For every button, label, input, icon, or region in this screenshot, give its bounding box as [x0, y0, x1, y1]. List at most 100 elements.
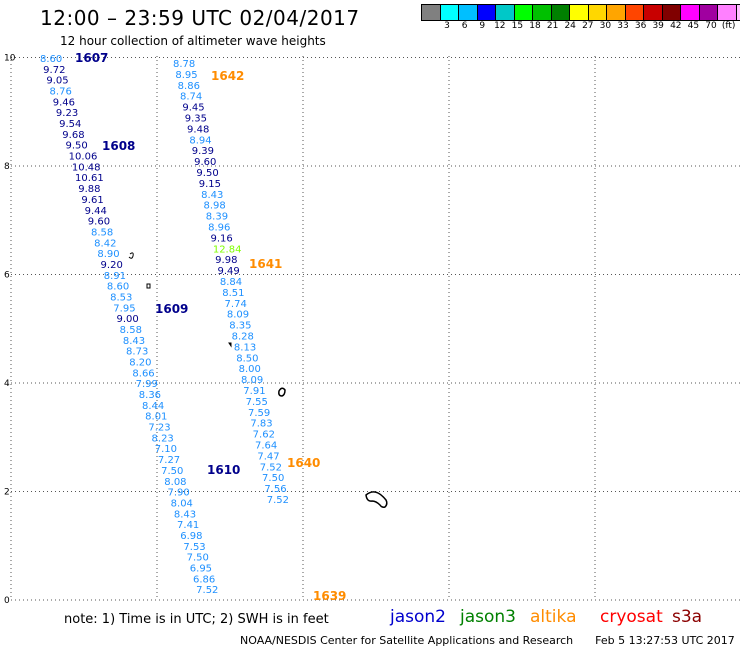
track-a-value: 8.08 [164, 477, 186, 488]
track-b-value: 8.50 [236, 353, 258, 364]
y-tick-label: 2 [4, 488, 10, 498]
scale-label: 6 [461, 21, 468, 31]
scale-swatch-6 [533, 4, 552, 21]
track-a-value: 7.23 [148, 423, 170, 434]
track-a-value: 9.46 [53, 97, 75, 108]
track-a-value: 9.61 [81, 195, 103, 206]
track-a-value: 8.90 [97, 249, 119, 260]
track-a-value: 7.95 [113, 303, 135, 314]
legend-jason2: jason2 [390, 607, 446, 627]
scale-label: 9 [479, 21, 486, 31]
track-a-value: 9.60 [88, 217, 110, 228]
track-b-value: 9.45 [182, 103, 204, 114]
track-b-value: 8.09 [227, 310, 249, 321]
track-a-value: 7.41 [177, 520, 199, 531]
scale-swatch-5 [514, 4, 533, 21]
track-label-1607: 1607 [75, 51, 108, 65]
legend-altika: altika [530, 607, 577, 627]
track-a-value: 8.91 [104, 271, 126, 282]
track-b-value: 9.15 [199, 179, 221, 190]
scale-swatch-10 [607, 4, 626, 21]
track-b-value: 8.84 [220, 277, 242, 288]
track-b-value: 8.98 [203, 201, 225, 212]
track-a-value: 6.95 [190, 563, 212, 574]
track-b-value: 7.59 [248, 408, 270, 419]
track-b-value: 7.62 [253, 430, 275, 441]
scale-swatch-17 [736, 4, 740, 21]
track-b-value: 9.98 [215, 255, 237, 266]
track-a-value: 9.05 [46, 76, 68, 87]
track-a-value: 7.53 [183, 542, 205, 553]
scale-label: 24 [564, 21, 576, 31]
track-b-value: 8.78 [173, 59, 195, 70]
track-a-value: 7.50 [161, 466, 183, 477]
track-b-value: 7.55 [246, 397, 268, 408]
track-label-1642: 1642 [211, 69, 244, 83]
track-a-value: 8.58 [91, 227, 113, 238]
page-subtitle: 12 hour collection of altimeter wave hei… [60, 34, 326, 48]
track-a-value: 8.76 [50, 87, 72, 98]
scale-swatch-12 [644, 4, 663, 21]
track-a-value: 9.00 [116, 314, 138, 325]
footer: NOAA/NESDIS Center for Satellite Applica… [240, 634, 735, 647]
track-b-value: 7.83 [250, 419, 272, 430]
track-b-value: 9.16 [210, 233, 232, 244]
track-a-value: 7.52 [196, 585, 218, 596]
track-a-value: 8.36 [139, 390, 161, 401]
track-b-value: 7.52 [267, 495, 289, 506]
y-tick-label: 10 [4, 54, 16, 64]
track-a-value: 7.90 [167, 488, 189, 499]
scale-swatch-2 [459, 4, 478, 21]
scale-label: 15 [511, 21, 524, 31]
track-a-value: 8.01 [145, 412, 167, 423]
track-b-value: 9.60 [194, 157, 216, 168]
track-a-value: 8.73 [126, 347, 148, 358]
footer-credit: NOAA/NESDIS Center for Satellite Applica… [240, 634, 574, 647]
track-b-value: 8.95 [175, 70, 197, 81]
scale-label: 27 [582, 21, 594, 31]
y-tick-label: 8 [4, 162, 10, 172]
track-b-value: 7.56 [264, 484, 286, 495]
track-b-value: 9.49 [218, 266, 240, 277]
track-a-value: 10.61 [75, 173, 104, 184]
track-a-value: 8.60 [40, 54, 62, 65]
track-b-value: 8.09 [241, 375, 263, 386]
track-a-value: 8.43 [123, 336, 145, 347]
track-label-1641: 1641 [249, 257, 282, 271]
track-a-value: 9.54 [59, 119, 81, 130]
track-b-value: 8.96 [208, 223, 230, 234]
track-a-value: 9.23 [56, 108, 78, 119]
scale-label: 30 [599, 21, 612, 31]
track-b-value: 9.50 [196, 168, 218, 179]
track-a-value: 8.60 [107, 282, 129, 293]
track-label-1609: 1609 [155, 302, 188, 316]
track-b-value: 8.35 [229, 321, 251, 332]
track-a-value: 10.48 [72, 162, 101, 173]
scale-label: 36 [634, 21, 647, 31]
scale-swatch-13 [662, 4, 681, 21]
track-a-value: 8.20 [129, 358, 151, 369]
scale-label: 12 [494, 21, 506, 31]
track-label-1610: 1610 [207, 463, 240, 477]
scale-swatch-1 [440, 4, 459, 21]
scale-swatch-9 [588, 4, 607, 21]
scale-swatch-4 [496, 4, 515, 21]
track-b-value: 8.13 [234, 342, 256, 353]
track-a-value: 9.68 [62, 130, 84, 141]
track-b-value: 8.28 [232, 332, 254, 343]
track-a-value: 9.72 [43, 65, 65, 76]
track-a-value: 6.98 [180, 531, 202, 542]
track-b-value: 8.86 [178, 81, 200, 92]
track-a-value: 9.50 [65, 141, 87, 152]
track-b-value: 9.35 [185, 114, 207, 125]
wave-height-map: -165-162-159-156-153-15002468108.609.729… [4, 51, 740, 605]
island-shape [146, 283, 151, 289]
track-b-value: 8.94 [189, 135, 211, 146]
track-a-value: 8.66 [132, 368, 154, 379]
track-a-value: 6.86 [193, 574, 215, 585]
legend-jason3: jason3 [460, 607, 516, 627]
track-a-value: 8.44 [142, 401, 164, 412]
y-tick-label: 6 [4, 271, 10, 281]
scale-swatch-14 [681, 4, 700, 21]
scale-label: 3 [444, 21, 450, 31]
